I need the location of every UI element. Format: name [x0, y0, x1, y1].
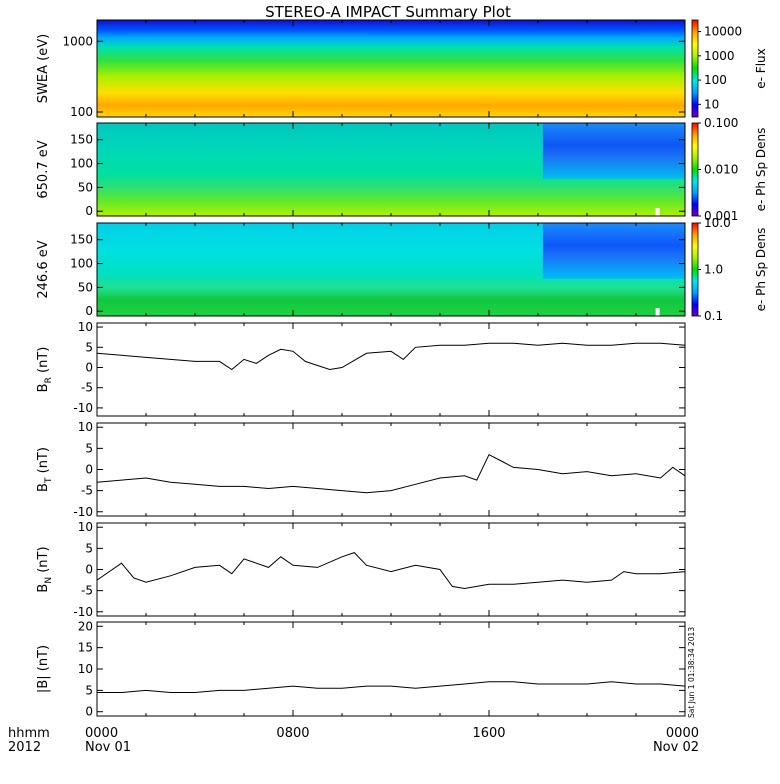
swea-colorbar	[691, 19, 699, 118]
pad246-data-gap	[655, 308, 660, 316]
br-ytick-label: -10	[73, 401, 93, 415]
plot-title: STEREO-A IMPACT Summary Plot	[265, 3, 511, 21]
pad246-colorbar-tick-label: 0.1	[704, 309, 723, 323]
bmag-ytick-label: 0	[85, 705, 93, 719]
pad650-colorbar-tick-label: 0.010	[704, 163, 738, 177]
swea-ytick-label: 100	[70, 105, 93, 119]
time-tick-label: 0000	[666, 726, 699, 741]
bmag-ytick-label: 5	[85, 683, 93, 697]
pad650-ytick-label: 0	[85, 204, 93, 218]
date-tick-label: Nov 01	[85, 740, 131, 755]
br-ytick-label: 0	[85, 360, 93, 374]
pad650-depletion-region	[542, 123, 685, 179]
time-tick-label: 0800	[276, 726, 309, 741]
br-ytick-label: 10	[78, 320, 93, 334]
pad246-ylabel: 246.6 eV	[36, 240, 51, 298]
swea-ytick-label: 1000	[62, 34, 93, 48]
bt-ytick-label: -5	[81, 484, 93, 498]
bt-ytick-label: 0	[85, 463, 93, 477]
pad650-ytick-label: 150	[70, 133, 93, 147]
panel-swea: 100 1000 SWEA (eV) 10 100 1000 10000 e- Flux	[36, 19, 768, 119]
bn-ytick-label: -10	[73, 605, 93, 619]
pad650-colorbar-label: e- Ph Sp Dens	[754, 128, 768, 212]
pad246-ytick-label: 50	[78, 280, 93, 294]
bt-ytick-label: 5	[85, 441, 93, 455]
bt-ylabel: BT (nT)	[36, 447, 54, 492]
br-ylabel: BR (nT)	[36, 347, 54, 393]
pad246-colorbar	[691, 222, 699, 317]
pad650-ytick-label: 50	[78, 180, 93, 194]
panel-bn: -10 -5 0 5 10 BN (nT)	[36, 520, 686, 619]
timestamp-label: Sat Jun 1 01:38:34 2013	[687, 627, 696, 718]
panel-bt: -10 -5 0 5 10 BT (nT)	[36, 420, 686, 519]
bn-ytick-label: -5	[81, 584, 93, 598]
pad246-ytick-label: 150	[70, 233, 93, 247]
pad650-data-gap	[655, 208, 660, 216]
panel-br: -10 -5 0 5 10 BR (nT)	[36, 320, 686, 417]
bt-ytick-label: 10	[78, 420, 93, 434]
bmag-frame	[96, 621, 686, 717]
bt-series-line	[96, 454, 686, 494]
bmag-ytick-label: 20	[78, 619, 93, 633]
time-tick-label: 1600	[472, 726, 505, 741]
bn-ytick-label: 0	[85, 563, 93, 577]
swea-colorbar-label: e- Flux	[754, 48, 768, 88]
swea-ylabel: SWEA (eV)	[36, 34, 51, 103]
hhmm-label: hhmm	[8, 726, 50, 741]
br-frame	[96, 322, 686, 417]
panel-pad650: 0 50 100 150 650.7 eV 0.001 0.010 0.100 e- Ph Sp…	[36, 116, 768, 223]
bmag-ytick-label: 15	[78, 641, 93, 655]
bmag-ytick-label: 10	[78, 662, 93, 676]
br-ytick-label: 5	[85, 340, 93, 354]
br-ytick-label: -5	[81, 381, 93, 395]
date-tick-label: Nov 02	[653, 740, 699, 755]
bn-ytick-label: 10	[78, 520, 93, 534]
pad246-colorbar-tick-label: 1.0	[704, 263, 723, 277]
swea-colorbar-tick-label: 1000	[704, 49, 735, 63]
swea-colorbar-tick-label: 10	[704, 97, 719, 111]
pad246-ytick-label: 100	[70, 257, 93, 271]
pad246-depletion-region	[542, 223, 685, 279]
bn-series-line	[96, 552, 686, 590]
swea-colorbar-tick-label: 100	[704, 73, 727, 87]
bn-ytick-label: 5	[85, 541, 93, 555]
swea-spectrogram	[97, 20, 685, 117]
bn-ylabel: BN (nT)	[36, 546, 54, 592]
time-tick-label: 0000	[85, 726, 118, 741]
br-series-line	[96, 342, 686, 371]
swea-colorbar-tick-label: 10000	[704, 25, 742, 39]
pad650-ylabel: 650.7 eV	[36, 140, 51, 198]
panel-pad246: 0 50 100 150 246.6 eV 0.1 1.0 10.0 e- Ph Sp Dens	[36, 216, 768, 323]
pad650-colorbar-tick-label: 0.100	[704, 116, 738, 130]
pad246-ytick-label: 0	[85, 304, 93, 318]
bmag-ylabel: |B| (nT)	[36, 645, 51, 693]
year-label: 2012	[8, 740, 41, 755]
bn-frame	[96, 522, 686, 617]
bt-ytick-label: -10	[73, 505, 93, 519]
pad650-colorbar-tick-label: 0.001	[704, 209, 738, 223]
panel-bmag: 0 5 10 15 20 |B| (nT)	[36, 619, 686, 719]
pad650-colorbar	[691, 122, 699, 217]
bmag-series-line	[97, 681, 686, 693]
bt-frame	[96, 422, 686, 517]
pad246-colorbar-tick-label: 10.0	[704, 216, 731, 230]
pad246-colorbar-label: e- Ph Sp Dens	[754, 228, 768, 312]
pad650-ytick-label: 100	[70, 157, 93, 171]
